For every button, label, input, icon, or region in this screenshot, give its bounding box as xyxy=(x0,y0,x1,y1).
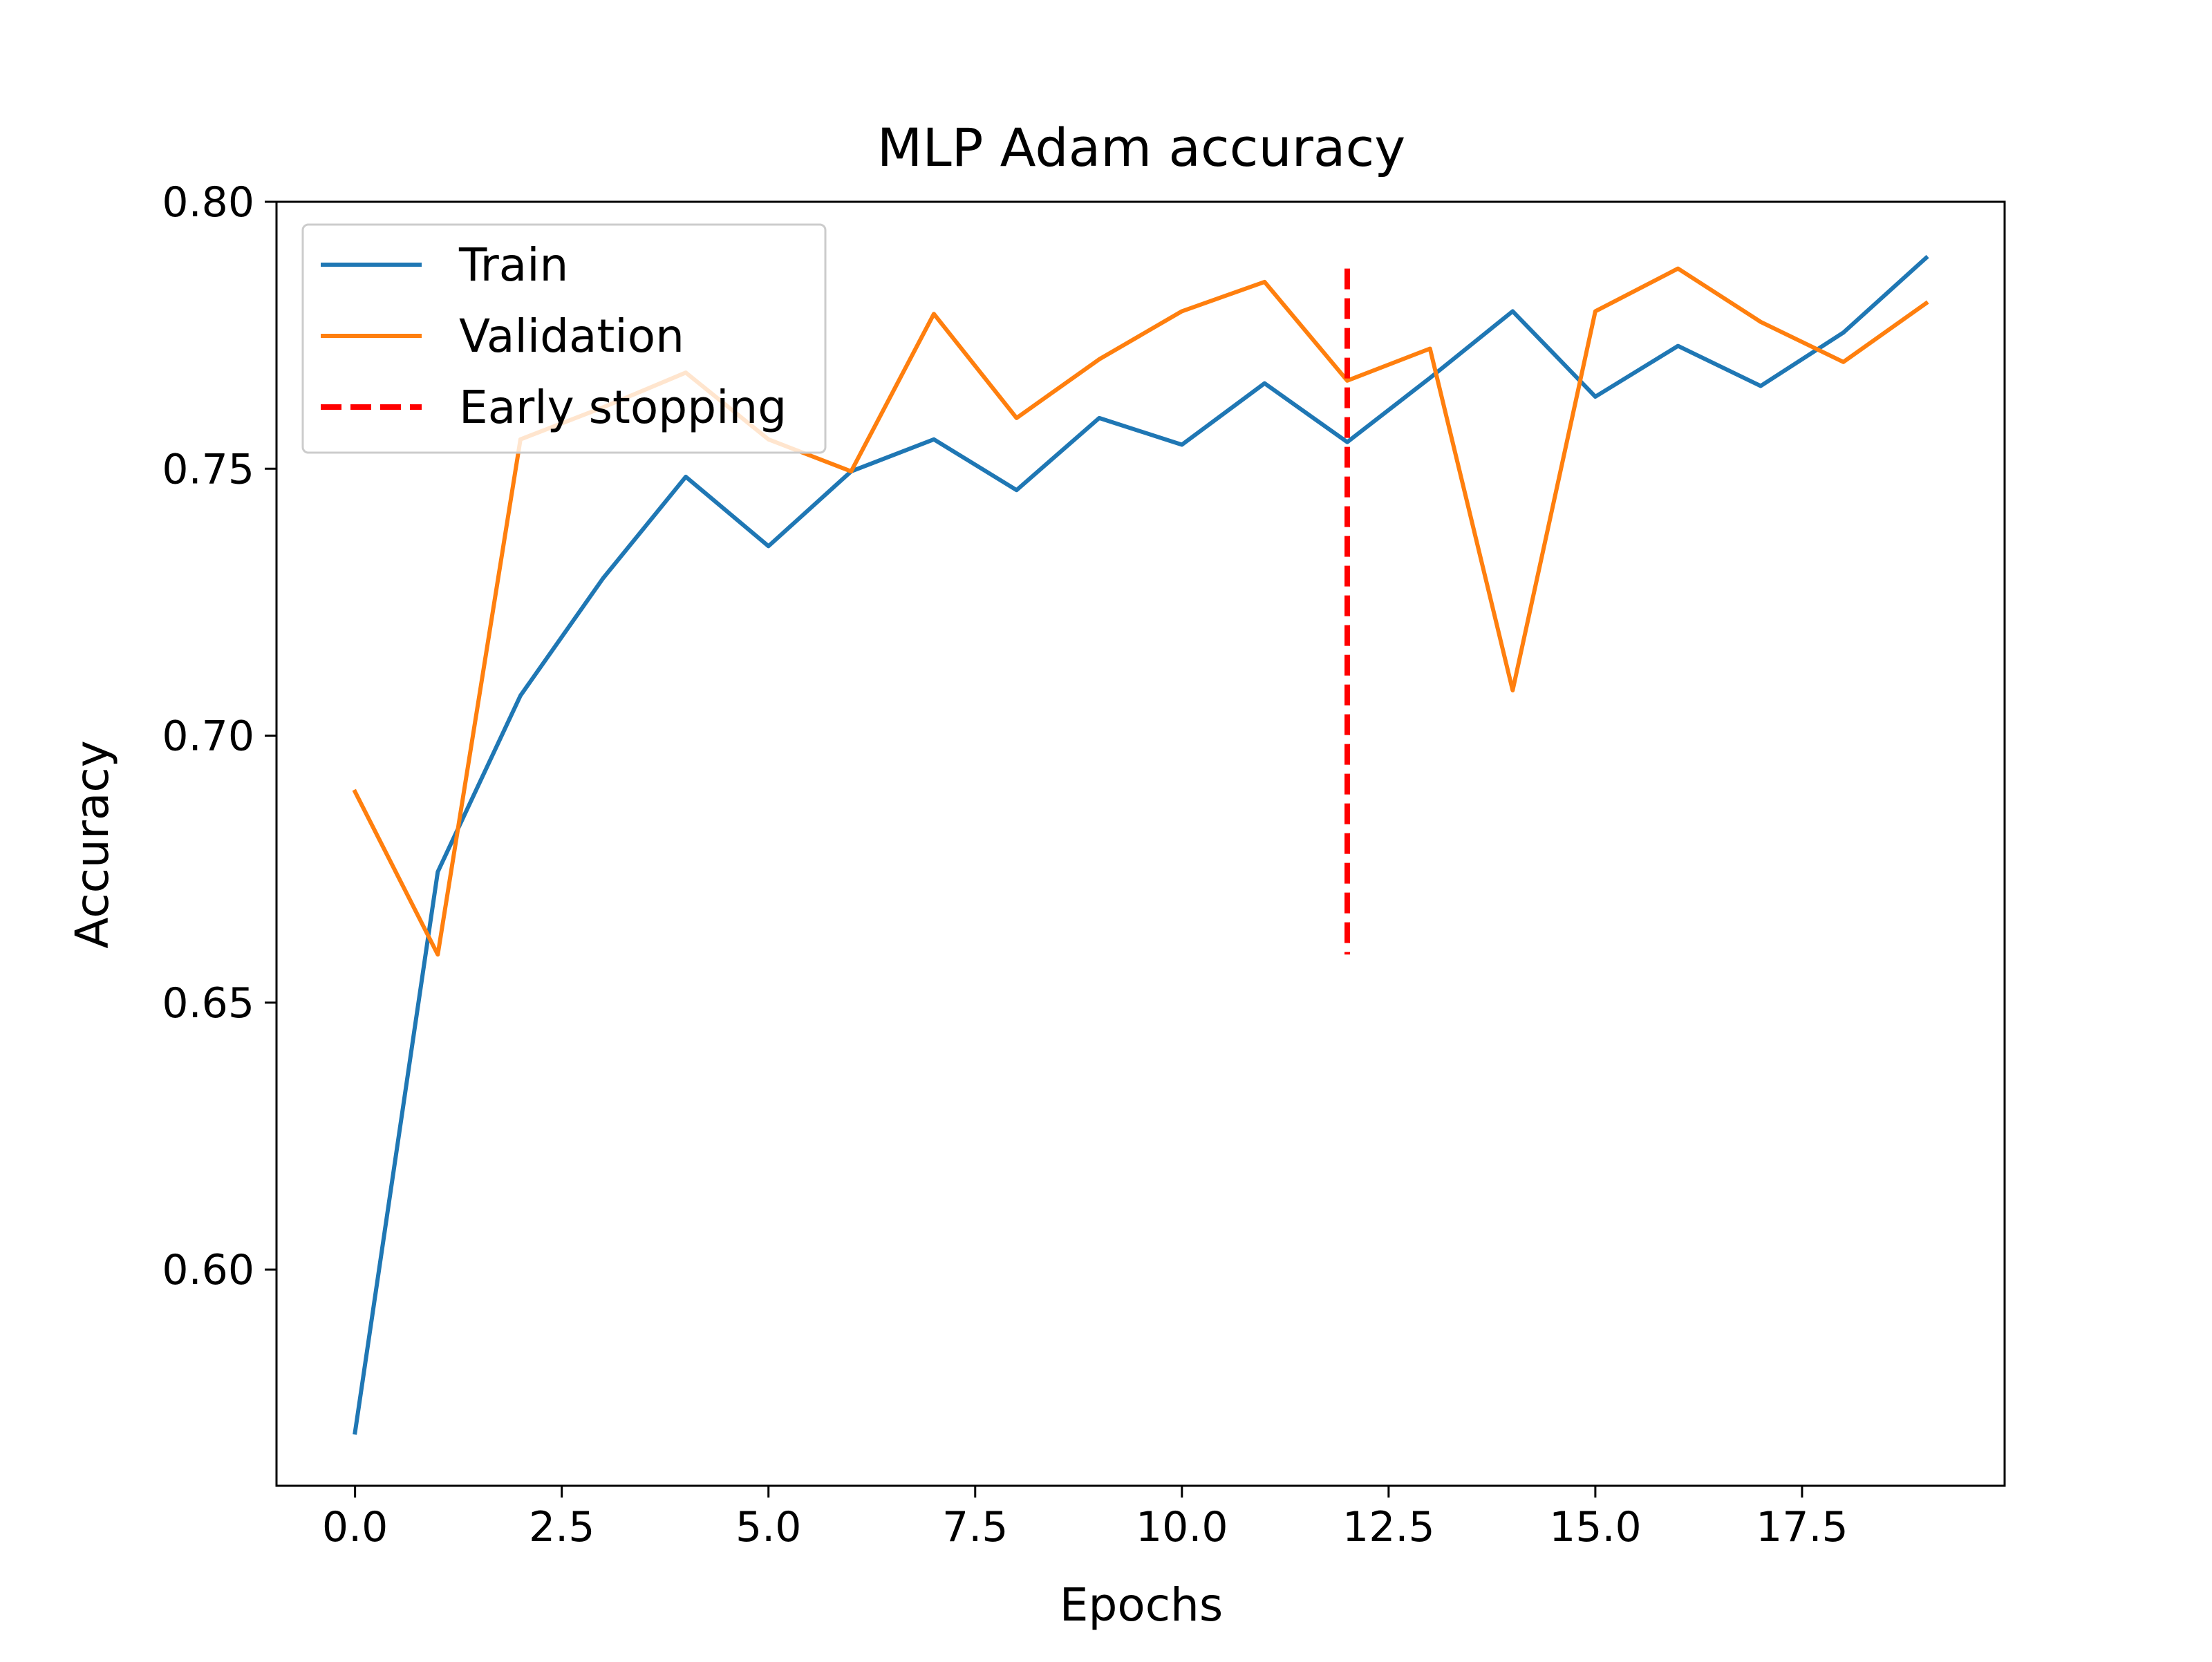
y-tick-label: 0.60 xyxy=(162,1246,254,1294)
legend-label: Train xyxy=(458,238,568,292)
y-axis-label: Accuracy xyxy=(66,740,119,948)
x-tick-label: 10.0 xyxy=(1136,1503,1228,1551)
y-tick-label: 0.70 xyxy=(162,712,254,761)
x-tick-label: 0.0 xyxy=(322,1503,388,1551)
plot-area: 0.0 2.5 5.0 7.5 10.0 12.5 15.0 17.5 0.60 0.65 0.70… xyxy=(162,178,2006,1551)
chart-title: MLP Adam accuracy xyxy=(877,117,1405,178)
x-axis-label: Epochs xyxy=(1060,1578,1223,1632)
x-tick-label: 7.5 xyxy=(942,1503,1008,1551)
y-tick-label: 0.80 xyxy=(162,178,254,227)
series-line-train xyxy=(353,254,1929,1435)
x-tick-label: 2.5 xyxy=(529,1503,594,1551)
y-tick-label: 0.65 xyxy=(162,979,254,1028)
x-tick-label: 5.0 xyxy=(735,1503,801,1551)
x-tick-label: 12.5 xyxy=(1342,1503,1435,1551)
legend-label: Validation xyxy=(459,310,684,363)
y-tick-label: 0.75 xyxy=(162,445,254,493)
x-tick-label: 17.5 xyxy=(1756,1503,1848,1551)
legend-label: Early stopping xyxy=(459,381,787,434)
legend-box xyxy=(301,223,827,454)
x-tick-label: 15.0 xyxy=(1549,1503,1642,1551)
plot-frame xyxy=(275,200,2006,1487)
